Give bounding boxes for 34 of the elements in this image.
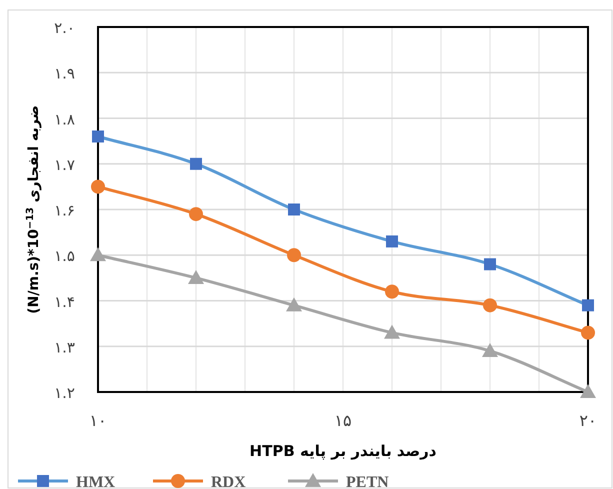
point: [484, 258, 496, 270]
point: [580, 384, 596, 398]
point: [384, 324, 400, 339]
legend-label: RDX: [211, 474, 246, 489]
point: [582, 299, 594, 312]
point: [190, 158, 202, 170]
point: [386, 235, 398, 248]
x-tick-label: ۱۵: [334, 411, 352, 430]
point: [189, 207, 203, 222]
point: [92, 130, 104, 142]
legend-label: HMX: [76, 474, 116, 489]
point: [286, 297, 302, 312]
point: [385, 284, 399, 299]
point: [288, 204, 300, 216]
point: [482, 342, 498, 357]
y-tick-label: ۱.۹: [54, 64, 75, 83]
y-tick-label: ۱.۲: [54, 384, 75, 402]
point: [581, 326, 595, 340]
y-tick-label: ۱.۶: [54, 202, 75, 220]
y-tick-label: ۱.۳: [54, 338, 75, 356]
y-tick-label: ۱.۵: [54, 247, 75, 266]
point: [188, 270, 204, 284]
legend-label: PETN: [346, 474, 390, 489]
y-tick-label: ۱.۴: [54, 292, 75, 311]
y-tick-label: ۱.۷: [54, 156, 75, 174]
x-axis-title: درصد بایندر بر پایه HTPB: [250, 442, 437, 460]
point: [483, 298, 497, 312]
y-tick-label: ۱.۸: [54, 110, 75, 128]
point: [91, 180, 105, 194]
point: [287, 248, 301, 262]
x-tick-label: ۲۰: [579, 411, 597, 430]
y-tick-label: ۲.۰: [54, 19, 75, 37]
point: [90, 247, 106, 262]
x-tick-label: ۱۰: [89, 411, 107, 430]
